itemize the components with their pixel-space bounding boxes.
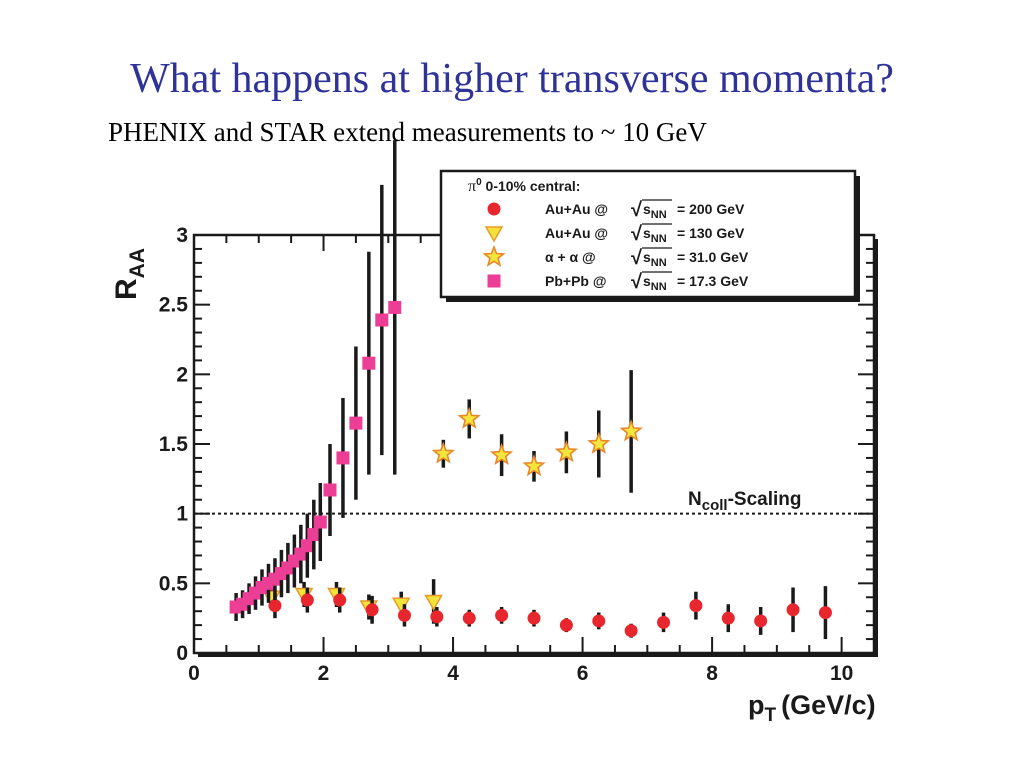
data-point <box>554 440 579 463</box>
series-star <box>431 370 643 493</box>
y-tick-label: 0 <box>176 642 188 665</box>
data-point <box>818 606 832 620</box>
x-tick-label: 10 <box>830 662 853 685</box>
data-point <box>522 454 546 477</box>
data-point <box>323 483 337 497</box>
legend-sqrt-s: sNN <box>643 273 667 293</box>
legend-energy: = 17.3 GeV <box>677 273 749 289</box>
data-point <box>362 356 376 370</box>
data-point <box>592 614 606 628</box>
legend-marker <box>482 244 506 267</box>
legend-sqrt: √ <box>631 247 643 269</box>
data-point <box>587 431 611 454</box>
series-square <box>229 140 402 621</box>
data-point <box>559 618 573 632</box>
data-point <box>431 441 455 464</box>
legend-energy: = 130 GeV <box>677 225 745 241</box>
data-point <box>619 419 643 442</box>
data-point <box>495 608 509 622</box>
data-point <box>430 610 444 624</box>
y-tick-label: 1 <box>176 503 188 526</box>
slide-title: What happens at higher transverse moment… <box>130 56 894 102</box>
y-tick-label: 3 <box>176 224 188 247</box>
data-point <box>457 406 481 429</box>
data-point <box>375 313 389 327</box>
data-point <box>388 300 402 314</box>
reference-line-group: Ncoll-Scaling <box>194 489 874 515</box>
legend-system: Pb+Pb @ <box>545 273 607 289</box>
data-point <box>527 611 541 625</box>
legend-box <box>439 169 857 299</box>
x-tick-label: 2 <box>318 662 330 685</box>
data-point <box>300 593 314 607</box>
legend-header: π0 0-10% central: <box>468 177 580 195</box>
data-point <box>657 615 671 629</box>
data-point <box>397 608 411 622</box>
data-point <box>489 442 514 465</box>
legend-system: Au+Au @ <box>545 201 608 217</box>
data-point <box>268 599 282 613</box>
data-point <box>333 593 347 607</box>
data-point <box>365 603 379 617</box>
legend-sqrt-s: sNN <box>643 249 667 269</box>
legend-marker <box>487 274 501 288</box>
y-axis-label: RAA <box>110 248 149 300</box>
x-tick-label: 0 <box>188 662 200 685</box>
data-point <box>307 528 321 542</box>
legend: π0 0-10% central: Au+Au @ √ sNN = 200 GeVAu… <box>439 169 860 302</box>
legend-marker <box>487 202 501 216</box>
x-axis-label: pT (GeV/c) <box>748 690 876 726</box>
data-point <box>300 539 314 553</box>
data-point <box>786 603 800 617</box>
legend-sqrt-s: sNN <box>643 201 667 221</box>
data-point <box>424 594 443 611</box>
y-tick-label: 2 <box>176 363 188 386</box>
x-tick-label: 6 <box>577 662 589 685</box>
data-point <box>721 611 735 625</box>
legend-marker <box>484 226 504 243</box>
data-point <box>349 416 363 430</box>
legend-system: α + α @ <box>545 249 596 265</box>
data-point <box>624 624 638 638</box>
tick-labels: 0 2 4 6 8 10 0 0.5 1 1.5 2 2.5 3 <box>159 224 854 685</box>
x-tick-label: 8 <box>706 662 718 685</box>
data-point <box>689 599 703 613</box>
y-tick-label: 0.5 <box>159 572 189 595</box>
data-point <box>754 614 768 628</box>
legend-sqrt: √ <box>631 223 643 245</box>
legend-system: Au+Au @ <box>545 225 608 241</box>
data-point <box>313 515 327 529</box>
data-point <box>336 451 350 465</box>
slide-subtitle: PHENIX and STAR extend measurements to ~… <box>108 117 707 147</box>
ncoll-scaling-label: Ncoll-Scaling <box>688 489 801 514</box>
legend-energy: = 200 GeV <box>677 201 745 217</box>
legend-energy: = 31.0 GeV <box>677 249 749 265</box>
legend-sqrt: √ <box>631 199 643 221</box>
data-series <box>229 140 832 640</box>
legend-sqrt-s: sNN <box>643 225 667 245</box>
legend-sqrt: √ <box>631 271 643 293</box>
y-tick-label: 2.5 <box>159 294 189 317</box>
y-tick-label: 1.5 <box>159 433 189 456</box>
data-point <box>462 611 476 625</box>
x-tick-label: 4 <box>447 662 459 685</box>
